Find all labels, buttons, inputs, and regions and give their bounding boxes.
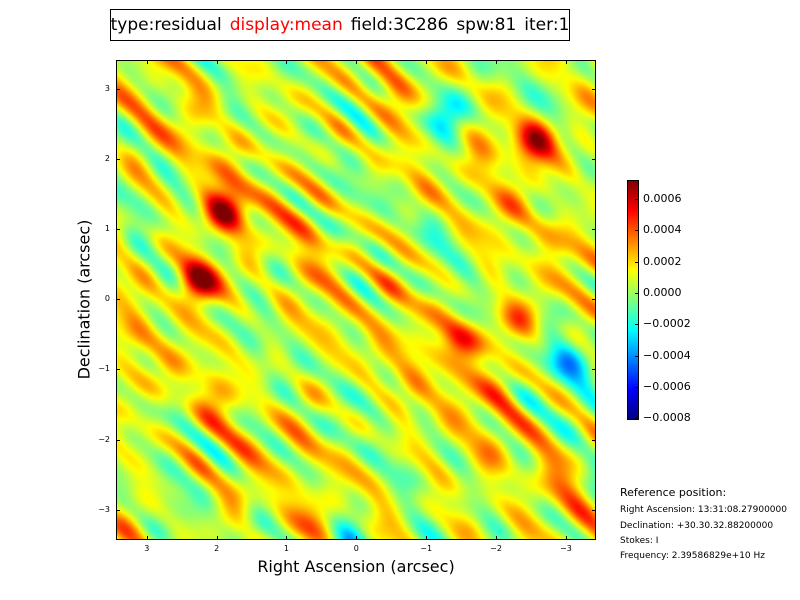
x-tick-mark — [496, 60, 498, 64]
colorbar — [627, 180, 639, 420]
y-tick-mark — [592, 439, 596, 441]
colorbar-tick-label: 0.0006 — [643, 191, 682, 205]
x-tick-mark — [565, 60, 567, 64]
colorbar-tick-mark — [635, 261, 639, 263]
x-tick-mark — [356, 536, 358, 540]
colorbar-tick-mark — [635, 292, 639, 294]
residual-heatmap-image — [116, 60, 596, 540]
colorbar-tick-mark — [635, 324, 639, 326]
x-tick-mark — [286, 60, 288, 64]
title-display: display:mean — [229, 15, 343, 35]
colorbar-tick-label: −0.0004 — [643, 348, 691, 362]
plot-title-box: type:residual display:mean field:3C286 s… — [110, 9, 570, 41]
y-tick-label: 1 — [104, 224, 110, 234]
colorbar-tick-mark — [635, 230, 639, 232]
x-tick-mark — [146, 60, 148, 64]
y-tick-label: −2 — [98, 434, 110, 444]
y-tick-mark — [592, 509, 596, 511]
colorbar-tick-label: −0.0008 — [643, 411, 691, 425]
reference-ra: Right Ascension: 13:31:08.27900000 — [620, 505, 787, 515]
y-tick-label: 2 — [104, 153, 110, 163]
x-tick-label: −1 — [420, 544, 433, 553]
x-tick-mark — [426, 60, 428, 64]
colorbar-frame — [627, 180, 639, 420]
colorbar-tick-mark — [635, 198, 639, 200]
colorbar-tick-label: 0.0004 — [643, 223, 682, 237]
y-tick-mark — [116, 299, 120, 301]
colorbar-tick-mark — [635, 387, 639, 389]
y-tick-label: −1 — [98, 364, 110, 374]
x-tick-mark — [356, 60, 358, 64]
x-tick-mark — [146, 536, 148, 540]
y-tick-mark — [116, 158, 120, 160]
x-tick-label: −2 — [490, 544, 502, 553]
y-tick-mark — [116, 229, 120, 231]
colorbar-tick-label: 0.0000 — [643, 285, 682, 299]
title-field: field:3C286 — [350, 15, 449, 35]
x-tick-label: 3 — [144, 544, 150, 553]
colorbar-tick-label: −0.0006 — [643, 380, 691, 394]
y-tick-label: −3 — [98, 504, 110, 514]
colorbar-tick-mark — [635, 418, 639, 420]
title-iter: iter:1 — [524, 15, 570, 35]
y-tick-mark — [592, 158, 596, 160]
x-tick-label: 0 — [353, 544, 359, 553]
y-tick-mark — [592, 88, 596, 90]
x-tick-mark — [216, 60, 218, 64]
x-tick-label: 1 — [283, 544, 290, 553]
title-spw: spw:81 — [456, 15, 517, 35]
y-tick-mark — [116, 509, 120, 511]
colorbar-tick-label: −0.0002 — [643, 317, 691, 331]
y-tick-label: 0 — [104, 294, 110, 304]
y-tick-label: 3 — [104, 83, 110, 93]
x-tick-mark — [286, 536, 288, 540]
reference-frequency: Frequency: 2.39586829e+10 Hz — [620, 551, 766, 561]
x-tick-label: −3 — [560, 544, 572, 553]
title-type: type:residual — [110, 15, 222, 35]
x-tick-label: 2 — [214, 544, 220, 553]
reference-stokes: Stokes: I — [620, 536, 659, 546]
reference-heading: Reference position: — [620, 486, 727, 499]
x-tick-mark — [496, 536, 498, 540]
x-tick-mark — [426, 536, 428, 540]
y-tick-mark — [592, 369, 596, 371]
x-axis-label: Right Ascension (arcsec) — [257, 557, 455, 576]
y-tick-mark — [592, 299, 596, 301]
y-tick-mark — [592, 229, 596, 231]
reference-dec: Declination: +30.30.32.88200000 — [620, 521, 774, 531]
x-tick-mark — [216, 536, 218, 540]
y-tick-mark — [116, 88, 120, 90]
x-tick-mark — [565, 536, 567, 540]
colorbar-tick-label: 0.0002 — [643, 254, 682, 268]
y-tick-mark — [116, 369, 120, 371]
colorbar-tick-mark — [635, 355, 639, 357]
y-tick-mark — [116, 439, 120, 441]
